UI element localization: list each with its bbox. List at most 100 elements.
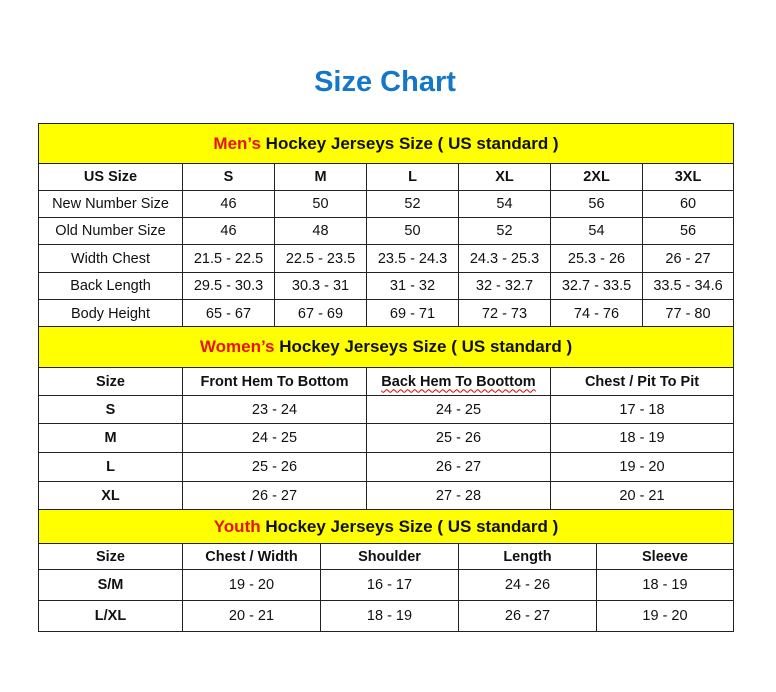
table-cell: 27 - 28 (366, 481, 551, 510)
table-row: L 25 - 26 26 - 27 19 - 20 (38, 452, 735, 482)
table-row: Old Number Size 46 48 50 52 54 56 (38, 217, 735, 245)
column-header: 2XL (550, 163, 643, 191)
row-label: Back Length (38, 272, 183, 300)
table-cell: 24 - 25 (366, 395, 551, 424)
column-header-label: Back Hem To Boottom (381, 373, 536, 390)
men-section-header: Men’s Hockey Jerseys Size ( US standard … (37, 123, 735, 164)
table-cell: 69 - 71 (366, 299, 459, 328)
column-header: S (182, 163, 275, 191)
column-header-label: Sleeve (642, 548, 688, 565)
table-row: S/M 19 - 20 16 - 17 24 - 26 18 - 19 (38, 569, 734, 601)
table-row: XL 26 - 27 27 - 28 20 - 21 (38, 481, 735, 510)
table-cell: 72 - 73 (458, 299, 551, 328)
column-header-label: Size (95, 548, 125, 565)
table-row: L/XL 20 - 21 18 - 19 26 - 27 19 - 20 (38, 600, 734, 632)
table-cell: 30.3 - 31 (274, 272, 367, 300)
table-cell: 25 - 26 (366, 423, 551, 453)
youth-size-table: Youth Hockey Jerseys Size ( US standard … (38, 509, 734, 632)
column-header-label: Chest / Pit To Pit (584, 373, 700, 390)
women-column-headers: Size Front Hem To Bottom Back Hem To Boott… (38, 367, 735, 396)
column-header-label: L (408, 169, 417, 185)
table-cell: 31 - 32 (366, 272, 459, 300)
row-label: XL (38, 481, 183, 510)
column-header-label: US Size (83, 169, 138, 185)
youth-section-header: Youth Hockey Jerseys Size ( US standard … (38, 509, 734, 544)
column-header-label: 3XL (674, 169, 702, 185)
table-row: M 24 - 25 25 - 26 18 - 19 (38, 423, 735, 453)
table-cell: 20 - 21 (182, 600, 321, 632)
row-label: M (38, 423, 183, 453)
column-header: Length (458, 543, 597, 570)
table-cell: 26 - 27 (641, 244, 735, 273)
table-cell: 24 - 25 (182, 423, 367, 453)
column-header: Chest / Pit To Pit (549, 367, 735, 396)
table-cell: 65 - 67 (182, 299, 275, 328)
table-cell: 46 (182, 190, 275, 218)
column-header: 3XL (641, 163, 735, 191)
table-cell: 60 (641, 190, 735, 218)
table-cell: 67 - 69 (274, 299, 367, 328)
table-cell: 32 - 32.7 (458, 272, 551, 300)
table-cell: 18 - 19 (549, 423, 735, 453)
row-label: Width Chest (38, 244, 183, 273)
youth-header-text: Hockey Jerseys Size ( US standard ) (260, 516, 559, 536)
mens-size-table: Men’s Hockey Jerseys Size ( US standard … (37, 123, 735, 328)
table-cell: 48 (274, 217, 367, 245)
column-header: Front Hem To Bottom (182, 367, 367, 396)
table-row: Back Length 29.5 - 30.3 30.3 - 31 31 - 32 32… (38, 272, 735, 300)
column-header: US Size (38, 163, 183, 191)
women-header-text: Hockey Jerseys Size ( US standard ) (274, 337, 573, 356)
table-row: New Number Size 46 50 52 54 56 60 (38, 190, 735, 218)
row-label: New Number Size (38, 190, 183, 218)
table-cell: 56 (641, 217, 735, 245)
table-cell: 19 - 20 (182, 569, 321, 601)
table-cell: 22.5 - 23.5 (274, 244, 367, 273)
table-cell: 56 (550, 190, 643, 218)
table-cell: 29.5 - 30.3 (182, 272, 275, 300)
row-label: L (38, 452, 183, 482)
youth-column-headers: Size Chest / Width Shoulder Length Sleeve (38, 543, 734, 570)
table-cell: 25 - 26 (182, 452, 367, 482)
column-header-label: S (223, 169, 234, 185)
table-cell: 21.5 - 22.5 (182, 244, 275, 273)
column-header: Back Hem To Boottom (366, 367, 551, 396)
row-label: L/XL (38, 600, 183, 632)
row-label: S (38, 395, 183, 424)
row-label: Old Number Size (38, 217, 183, 245)
table-cell: 77 - 80 (641, 299, 735, 328)
row-label: Body Height (38, 299, 183, 328)
table-cell: 20 - 21 (549, 481, 735, 510)
womens-size-table: Women’s Hockey Jerseys Size ( US standar… (37, 326, 735, 510)
column-header: Chest / Width (182, 543, 321, 570)
column-header-label: M (314, 169, 327, 185)
column-header: L (366, 163, 459, 191)
table-cell: 46 (182, 217, 275, 245)
table-cell: 24 - 26 (458, 569, 597, 601)
table-cell: 19 - 20 (549, 452, 735, 482)
column-header: XL (458, 163, 551, 191)
column-header: Shoulder (320, 543, 459, 570)
table-cell: 74 - 76 (550, 299, 643, 328)
table-cell: 26 - 27 (458, 600, 597, 632)
column-header-label: 2XL (583, 169, 610, 185)
youth-header-highlight: Youth (213, 516, 261, 536)
column-header-label: Chest / Width (205, 548, 298, 565)
table-cell: 54 (458, 190, 551, 218)
table-cell: 50 (366, 217, 459, 245)
table-cell: 18 - 19 (320, 600, 459, 632)
table-cell: 25.3 - 26 (550, 244, 643, 273)
table-row: S 23 - 24 24 - 25 17 - 18 (38, 395, 735, 424)
table-cell: 23.5 - 24.3 (366, 244, 459, 273)
row-label: S/M (38, 569, 183, 601)
table-cell: 52 (458, 217, 551, 245)
table-row: Body Height 65 - 67 67 - 69 69 - 71 72 - 73 7… (38, 299, 735, 328)
column-header-label: Size (95, 373, 125, 390)
page-title: Size Chart (314, 66, 456, 98)
table-cell: 17 - 18 (549, 395, 735, 424)
table-cell: 19 - 20 (596, 600, 734, 632)
table-cell: 32.7 - 33.5 (550, 272, 643, 300)
column-header-label: Length (503, 548, 552, 565)
men-header-text: Hockey Jerseys Size ( US standard ) (260, 133, 559, 153)
women-header-highlight: Women’s (199, 337, 275, 356)
men-header-highlight: Men’s (213, 133, 261, 153)
